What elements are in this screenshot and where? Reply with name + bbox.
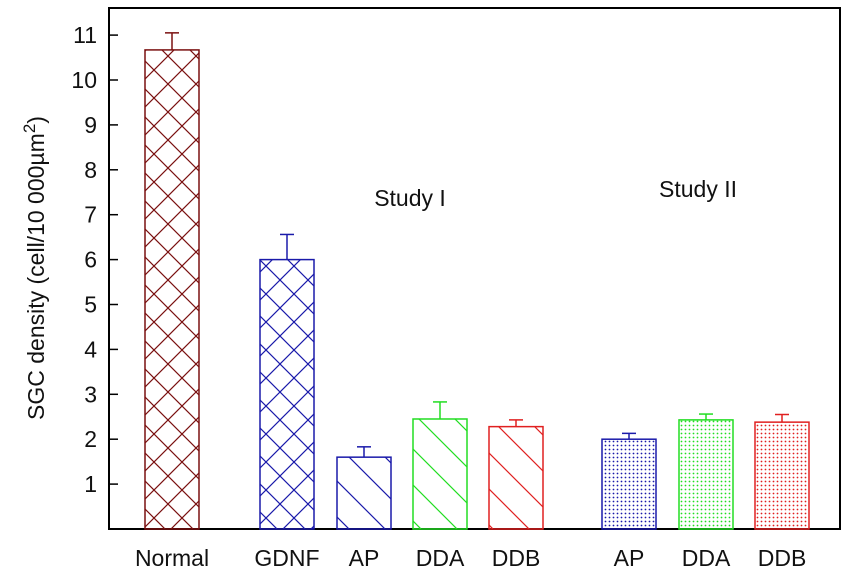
- x-category-label: Normal: [135, 545, 209, 571]
- x-category-label: DDB: [758, 545, 807, 571]
- x-axis-labels: Normal GDNF AP DDA DDB AP DDA DDB: [135, 545, 806, 571]
- study-1-label: Study I: [374, 185, 446, 211]
- y-axis-label-superscript: 2: [20, 124, 39, 133]
- x-category-label: AP: [614, 545, 645, 571]
- y-axis: 1 2 3 4 5 6 7 8 9 10 11: [71, 22, 118, 497]
- study-2-label: Study II: [659, 176, 737, 202]
- bar: [488, 425, 544, 530]
- bar-group: [678, 413, 734, 530]
- bars: [144, 32, 810, 530]
- bar: [412, 418, 468, 530]
- bar: [678, 419, 734, 530]
- bar-group: [754, 413, 810, 530]
- x-category-label: DDA: [416, 545, 465, 571]
- bar: [601, 438, 657, 530]
- y-tick-label: 7: [84, 202, 97, 228]
- y-tick-label: 2: [84, 426, 97, 452]
- y-tick-label: 5: [84, 292, 97, 318]
- x-category-label: DDA: [682, 545, 731, 571]
- bar-group: [488, 419, 544, 530]
- y-tick-label: 11: [73, 22, 97, 48]
- y-tick-label: 8: [84, 157, 97, 183]
- bar-group: [259, 233, 315, 530]
- y-tick-label: 10: [71, 67, 97, 93]
- bar-group: [601, 432, 657, 530]
- plot-frame: [108, 7, 841, 530]
- y-tick-label: 1: [84, 471, 97, 497]
- bar-group: [144, 32, 200, 530]
- bar: [754, 421, 810, 530]
- y-tick-label: 6: [84, 247, 97, 273]
- y-tick-label: 3: [84, 381, 97, 407]
- x-category-label: AP: [349, 545, 380, 571]
- bar-group: [412, 401, 468, 530]
- bar-group: [336, 446, 392, 530]
- bar: [144, 49, 200, 530]
- y-tick-label: 4: [84, 336, 97, 362]
- x-category-label: GDNF: [254, 545, 319, 571]
- y-axis-label-close: ): [23, 116, 49, 124]
- bar: [259, 258, 315, 530]
- y-axis-label-main: SGC density (cell/10 000µm: [23, 133, 49, 420]
- x-category-label: DDB: [492, 545, 541, 571]
- y-axis-label: SGC density (cell/10 000µm2): [20, 116, 49, 420]
- bar: [336, 456, 392, 530]
- y-tick-label: 9: [84, 112, 97, 138]
